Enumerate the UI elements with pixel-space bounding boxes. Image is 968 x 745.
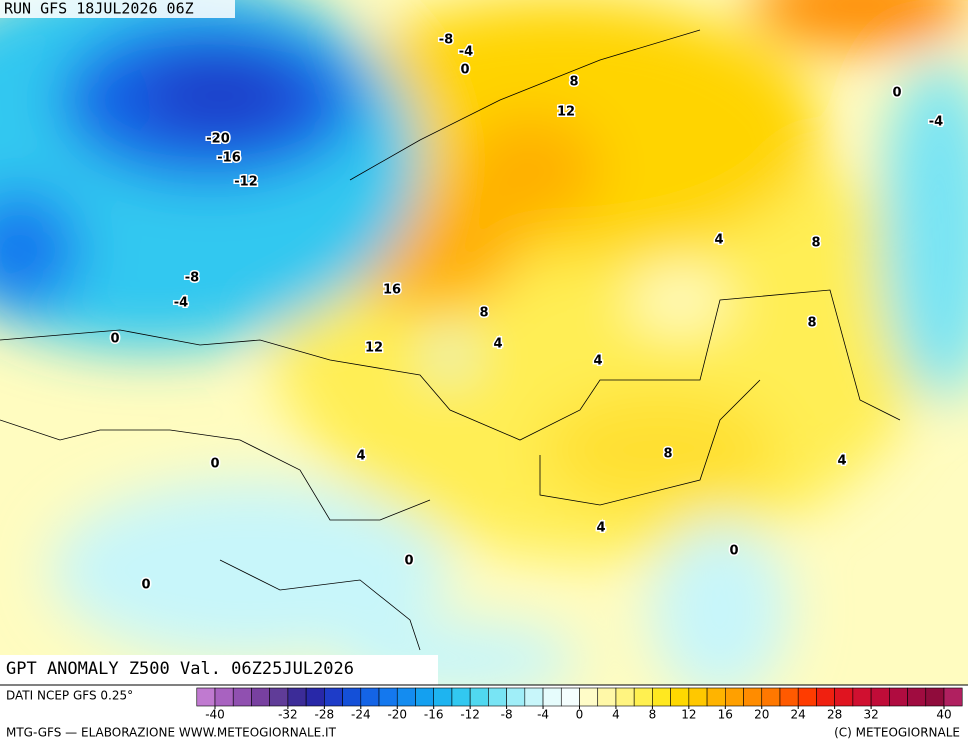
colorbar-tick-label: 24 <box>791 708 806 722</box>
contour-label: 4 <box>596 521 605 536</box>
colorbar-box <box>287 687 307 707</box>
colorbar-box <box>196 687 216 707</box>
colorbar-box <box>797 687 817 707</box>
contour-label: 0 <box>892 86 901 101</box>
colorbar-box <box>743 687 763 707</box>
colorbar-box <box>761 687 781 707</box>
colorbar-box <box>524 687 544 707</box>
contour-label: 0 <box>110 332 119 347</box>
colorbar-tick-label: -32 <box>278 708 298 722</box>
colorbar-box <box>451 687 471 707</box>
contour-label: 4 <box>837 454 846 469</box>
contour-label: 8 <box>807 316 816 331</box>
colorbar-tick-label: -20 <box>387 708 407 722</box>
colorbar-tick-label: -12 <box>460 708 480 722</box>
contour-label: 4 <box>493 337 502 352</box>
colorbar-box <box>488 687 507 707</box>
colorbar-box <box>816 687 835 707</box>
colorbar-box <box>232 687 252 707</box>
contour-label: -8 <box>439 33 453 48</box>
colorbar-box <box>251 687 270 707</box>
colorbar-box <box>724 687 744 707</box>
credit: MTG-GFS — ELABORAZIONE WWW.METEOGIORNALE… <box>6 726 337 740</box>
colorbar-box <box>943 687 963 707</box>
colorbar-box <box>324 687 343 707</box>
colorbar-box <box>360 687 380 707</box>
colorbar-tick-label: 32 <box>863 708 878 722</box>
contour-label: 8 <box>663 447 672 462</box>
contour-label: -12 <box>234 175 258 190</box>
map-field: -8 -4 0 8 12 0 -4 -20 -16 -12 4 8 -8 -4 16 8 8 0 12 4 4 4 0 8 4 4… <box>0 0 968 685</box>
contour-label: 0 <box>210 457 219 472</box>
contour-label: 4 <box>356 449 365 464</box>
colorbar-box <box>870 687 890 707</box>
colorbar-box <box>342 687 362 707</box>
colorbar-tick-label: -40 <box>205 708 225 722</box>
colorbar-box <box>269 687 289 707</box>
colorbar-box <box>889 687 908 707</box>
colorbar-box <box>688 687 708 707</box>
contour-label: -4 <box>929 115 943 130</box>
colorbar-box <box>542 687 562 707</box>
contour-label: 0 <box>729 544 738 559</box>
colorbar-box <box>907 687 927 707</box>
colorbar-box <box>469 687 489 707</box>
colorbar-tick-label: 28 <box>827 708 842 722</box>
colorbar-box <box>779 687 799 707</box>
contour-label: 8 <box>569 75 578 90</box>
colorbar-tick-label: 16 <box>718 708 733 722</box>
contour-label: 0 <box>141 578 150 593</box>
map-title: GPT ANOMALY Z500 Val. 06Z25JUL2026 <box>6 659 354 679</box>
contour-label: 12 <box>365 341 383 356</box>
colorbar-box <box>506 687 526 707</box>
colorbar-box <box>433 687 453 707</box>
colorbar-box <box>706 687 726 707</box>
colorbar-box <box>615 687 635 707</box>
contour-label: 12 <box>557 105 575 120</box>
contour-label: 16 <box>383 283 401 298</box>
contour-label: -16 <box>217 151 241 166</box>
colorbar-box <box>214 687 234 707</box>
contour-label: -4 <box>459 45 473 60</box>
colorbar-box <box>396 687 416 707</box>
colorbar-box <box>378 687 398 707</box>
contour-label: 0 <box>460 63 469 78</box>
contour-label: 8 <box>479 306 488 321</box>
colorbar-box <box>834 687 854 707</box>
contour-label: -20 <box>206 132 230 147</box>
colorbar-box <box>852 687 872 707</box>
colorbar-tick-label: 8 <box>649 708 657 722</box>
colorbar-tick-label: 0 <box>576 708 584 722</box>
colorbar-box <box>415 687 435 707</box>
colorbar-tick-label: 12 <box>681 708 696 722</box>
colorbar-tick-label: 20 <box>754 708 769 722</box>
colorbar-box <box>652 687 671 707</box>
colorbar-box <box>925 687 945 707</box>
colorbar-tick-label: -24 <box>351 708 371 722</box>
contour-label: 4 <box>714 233 723 248</box>
colorbar-tick-label: -28 <box>315 708 335 722</box>
colorbar-box <box>560 687 580 707</box>
contour-label: 4 <box>593 354 602 369</box>
copyright: (C) METEOGIORNALE <box>834 726 960 740</box>
contour-label: 8 <box>811 236 820 251</box>
colorbar-tick-label: 40 <box>936 708 951 722</box>
colorbar-tick-label: 4 <box>612 708 620 722</box>
colorbar-tick-label: -4 <box>537 708 549 722</box>
borders <box>0 29 901 651</box>
run-label: RUN GFS 18JUL2026 06Z <box>4 0 194 18</box>
colorbar-box <box>305 687 325 707</box>
colorbar-box <box>597 687 617 707</box>
source: DATI NCEP GFS 0.25° <box>6 689 133 703</box>
colorbar-box <box>670 687 690 707</box>
colorbar-tick-label: -8 <box>501 708 513 722</box>
colorbar-box <box>579 687 599 707</box>
colorbar-tick-label: -16 <box>424 708 444 722</box>
contour-label: -8 <box>185 271 199 286</box>
contour-label: -4 <box>174 296 188 311</box>
colorbar-box <box>633 687 653 707</box>
contour-label: 0 <box>404 554 413 569</box>
